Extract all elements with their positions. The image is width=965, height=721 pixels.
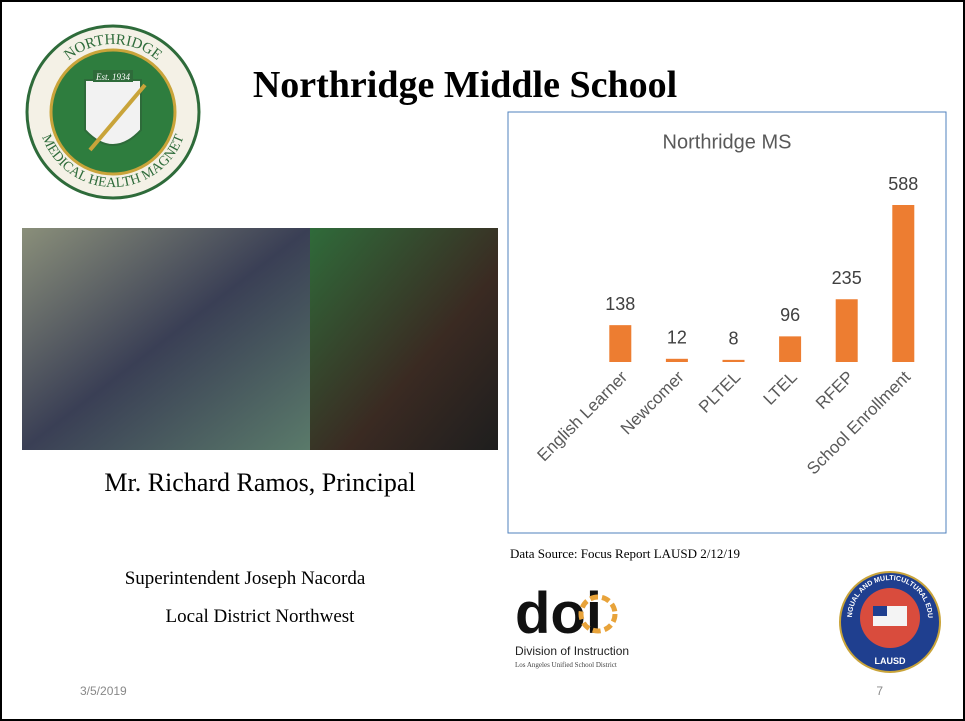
data-source: Data Source: Focus Report LAUSD 2/12/19 — [510, 546, 740, 561]
bar — [779, 336, 801, 362]
doi-mark: doi — [515, 581, 602, 646]
value-label: 588 — [888, 174, 918, 194]
bar — [892, 205, 914, 362]
slide-date: 3/5/2019 — [80, 684, 127, 698]
page: NORTHRIDGE MEDICAL HEALTH MAGNET Est. 19… — [0, 0, 965, 721]
slide: NORTHRIDGE MEDICAL HEALTH MAGNET Est. 19… — [0, 0, 965, 721]
district: Local District Northwest — [166, 606, 356, 627]
bar — [836, 299, 858, 362]
bar — [723, 360, 745, 362]
photo-lab — [22, 228, 310, 450]
value-label: 12 — [667, 328, 687, 348]
doi-sub: Los Angeles Unified School District — [515, 661, 617, 669]
chart-frame — [508, 112, 946, 533]
logo-est: Est. 1934 — [95, 72, 131, 82]
doi-name: Division of Instruction — [515, 644, 629, 658]
value-label: 96 — [780, 305, 800, 325]
lausd-name: LAUSD — [875, 656, 906, 666]
superintendent: Superintendent Joseph Nacorda — [125, 568, 366, 589]
photo-violin — [310, 228, 498, 450]
page-number: 7 — [876, 684, 883, 698]
value-label: 235 — [832, 268, 862, 288]
value-label: 8 — [728, 329, 738, 349]
value-label: 138 — [605, 294, 635, 314]
bar — [609, 325, 631, 362]
chart-title: Northridge MS — [663, 131, 792, 153]
principal: Mr. Richard Ramos, Principal — [104, 468, 415, 497]
school-logo: NORTHRIDGE MEDICAL HEALTH MAGNET Est. 19… — [27, 26, 199, 198]
bar — [666, 359, 688, 362]
slide-title: Northridge Middle School — [253, 64, 677, 106]
